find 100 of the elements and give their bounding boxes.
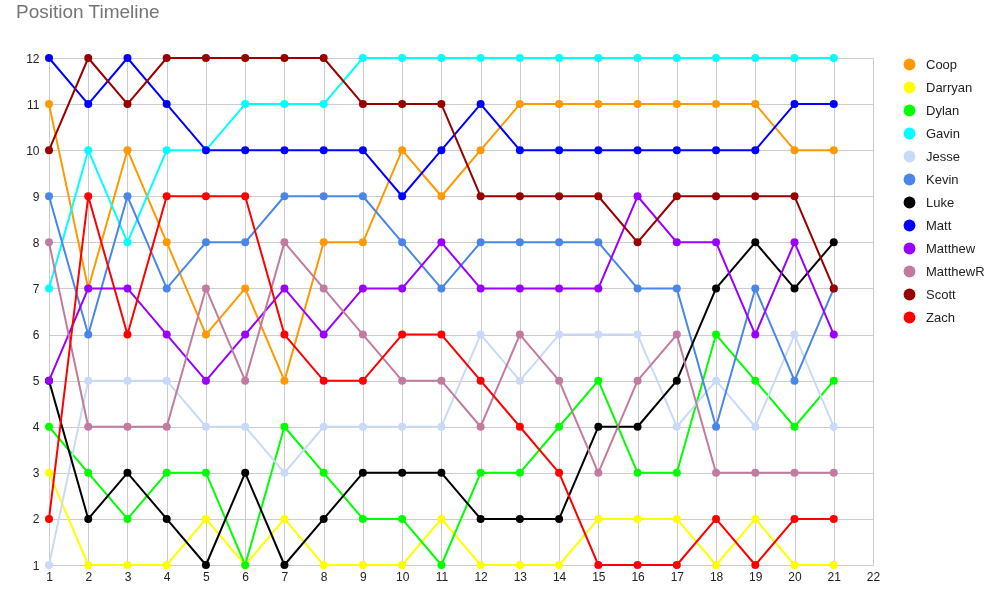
point bbox=[633, 376, 642, 385]
point bbox=[751, 376, 760, 385]
point bbox=[280, 192, 289, 201]
point bbox=[201, 422, 210, 431]
point bbox=[319, 146, 328, 155]
point bbox=[790, 468, 799, 477]
point bbox=[829, 468, 838, 477]
point bbox=[751, 146, 760, 155]
point bbox=[555, 100, 564, 109]
point bbox=[672, 284, 681, 293]
point bbox=[476, 330, 485, 339]
x-tick-label: 12 bbox=[474, 569, 489, 584]
point bbox=[594, 238, 603, 247]
point bbox=[84, 422, 93, 431]
point bbox=[790, 238, 799, 247]
y-tick-label: 7 bbox=[32, 281, 40, 296]
point bbox=[280, 146, 289, 155]
point bbox=[555, 238, 564, 247]
point bbox=[672, 146, 681, 155]
y-tick-label: 10 bbox=[26, 143, 40, 158]
x-tick-label: 7 bbox=[281, 569, 289, 584]
point bbox=[201, 284, 210, 293]
point bbox=[437, 561, 446, 569]
point bbox=[555, 514, 564, 523]
point bbox=[751, 192, 760, 201]
point bbox=[790, 284, 799, 293]
point bbox=[633, 422, 642, 431]
point bbox=[45, 514, 53, 523]
point bbox=[437, 54, 446, 62]
point bbox=[241, 376, 250, 385]
point bbox=[594, 284, 603, 293]
point bbox=[319, 54, 328, 62]
point bbox=[398, 146, 407, 155]
point bbox=[790, 514, 799, 523]
point bbox=[45, 468, 53, 477]
point bbox=[241, 468, 250, 477]
point bbox=[712, 561, 721, 569]
x-tick-label: 4 bbox=[163, 569, 171, 584]
point bbox=[123, 561, 132, 569]
point bbox=[437, 238, 446, 247]
x-tick-label: 5 bbox=[203, 569, 211, 584]
point bbox=[790, 376, 799, 385]
point bbox=[515, 376, 524, 385]
legend-label: Jesse bbox=[926, 148, 960, 164]
point bbox=[633, 468, 642, 477]
point bbox=[751, 100, 760, 109]
point bbox=[790, 192, 799, 201]
point bbox=[633, 192, 642, 201]
point bbox=[829, 330, 838, 339]
y-tick-label: 2 bbox=[32, 512, 40, 527]
point bbox=[123, 54, 132, 62]
point bbox=[555, 192, 564, 201]
point bbox=[358, 238, 367, 247]
point bbox=[633, 146, 642, 155]
point bbox=[358, 330, 367, 339]
point bbox=[358, 284, 367, 293]
point bbox=[437, 100, 446, 109]
point bbox=[319, 192, 328, 201]
x-tick-label: 17 bbox=[670, 569, 685, 584]
legend-label: Dylan bbox=[926, 102, 960, 118]
point bbox=[201, 192, 210, 201]
point bbox=[476, 561, 485, 569]
point bbox=[751, 514, 760, 523]
y-tick-label: 4 bbox=[32, 420, 40, 435]
point bbox=[45, 192, 53, 201]
point bbox=[84, 514, 93, 523]
point bbox=[280, 561, 289, 569]
point bbox=[123, 514, 132, 523]
point bbox=[84, 468, 93, 477]
point bbox=[123, 376, 132, 385]
point bbox=[358, 376, 367, 385]
point bbox=[437, 284, 446, 293]
x-tick-label: 18 bbox=[709, 569, 724, 584]
point bbox=[712, 146, 721, 155]
point bbox=[712, 284, 721, 293]
point bbox=[162, 146, 171, 155]
point bbox=[84, 100, 93, 109]
point bbox=[476, 100, 485, 109]
point bbox=[280, 422, 289, 431]
point bbox=[358, 468, 367, 477]
point bbox=[437, 146, 446, 155]
point bbox=[555, 54, 564, 62]
x-tick-label: 3 bbox=[124, 569, 132, 584]
point bbox=[712, 238, 721, 247]
point bbox=[672, 514, 681, 523]
point bbox=[751, 238, 760, 247]
point bbox=[712, 376, 721, 385]
point bbox=[162, 54, 171, 62]
point bbox=[319, 514, 328, 523]
point bbox=[594, 468, 603, 477]
x-tick-label: 19 bbox=[749, 569, 763, 584]
point bbox=[319, 561, 328, 569]
point bbox=[555, 146, 564, 155]
point bbox=[437, 192, 446, 201]
point bbox=[476, 54, 485, 62]
point bbox=[633, 238, 642, 247]
point bbox=[241, 330, 250, 339]
point bbox=[45, 284, 53, 293]
point bbox=[162, 468, 171, 477]
point bbox=[280, 468, 289, 477]
